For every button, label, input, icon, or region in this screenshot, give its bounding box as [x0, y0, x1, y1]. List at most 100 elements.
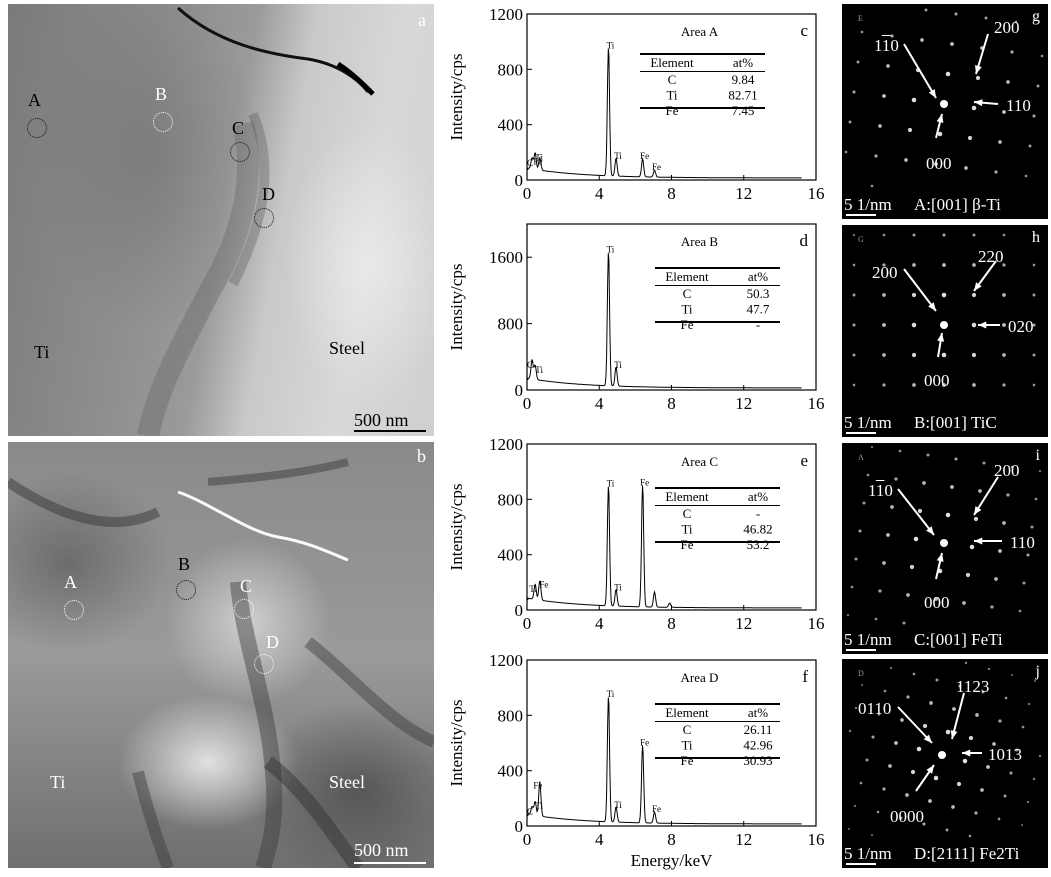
- area-label-c: C: [232, 118, 245, 138]
- chart-f-panel-letter: f: [802, 667, 808, 686]
- chart-d-y-tick-label-2: 1600: [489, 248, 523, 267]
- diffraction-spot: [962, 758, 968, 764]
- chart-e-table-cell-value-1: 46.82: [743, 522, 772, 537]
- chart-c-y-tick-label-3: 1200: [489, 5, 523, 24]
- diffraction-spot: [941, 292, 947, 298]
- chart-f-table-cell-value-0: 26.11: [744, 722, 773, 737]
- saed-corner-tag: A: [858, 453, 864, 462]
- diffraction-spot: [924, 8, 928, 12]
- diffraction-spot: [1010, 50, 1014, 54]
- saed-scale-bar: [846, 649, 876, 651]
- chart-f-y-tick-label-1: 400: [498, 762, 524, 781]
- chart-f-peak-label-4: Ti: [614, 800, 622, 810]
- diffraction-spot: [912, 233, 916, 237]
- diffraction-spot: [965, 572, 971, 578]
- chart-c-x-tick-label-4: 16: [808, 184, 825, 203]
- diffraction-spot: [942, 263, 946, 267]
- diffraction-spot: [997, 817, 1001, 821]
- diffraction-spot: [969, 544, 975, 550]
- diffraction-spot: [986, 765, 990, 769]
- diffraction-spot: [882, 233, 886, 237]
- saed-corner-tag: E: [858, 14, 863, 23]
- tem-b-features: [8, 458, 434, 868]
- index-arrowhead-1: [974, 506, 982, 515]
- diffraction-spot: [982, 461, 986, 465]
- chart-f-x-tick-label-2: 8: [667, 830, 676, 849]
- diffraction-spot: [904, 158, 908, 162]
- chart-f-table-cell-value-2: 30.93: [743, 753, 772, 768]
- chart-d-title: Area B: [681, 234, 719, 249]
- area-marker-c: [230, 142, 250, 162]
- diffraction-spot: [848, 729, 852, 733]
- diffraction-spot: [882, 383, 886, 387]
- chart-d-x-tick-label-2: 8: [667, 394, 676, 413]
- saed-spots-h: [852, 233, 1036, 387]
- diffraction-spot: [1002, 323, 1006, 327]
- diffraction-spot: [911, 352, 917, 358]
- miller-index-label-3: 000: [926, 154, 952, 173]
- chart-f-peak-label-2: Fe: [533, 780, 542, 790]
- diffraction-spot: [883, 689, 887, 693]
- diffraction-spot: [906, 593, 910, 597]
- diffraction-spot: [1040, 54, 1044, 58]
- area-marker-d: [254, 654, 274, 674]
- miller-index-label-2: 110: [1010, 533, 1035, 552]
- index-arrowhead-1: [975, 65, 982, 74]
- saed-caption: C:[001] FeTi: [914, 630, 1003, 649]
- chart-d-table-header-element: Element: [665, 269, 709, 284]
- diffraction-spot: [922, 723, 928, 729]
- diffraction-spot: [874, 154, 878, 158]
- index-arrow-0: [903, 43, 937, 99]
- diffraction-spot: [1034, 680, 1036, 682]
- area-marker-c: [234, 599, 254, 619]
- diffraction-spot: [882, 787, 886, 791]
- diffraction-spot: [950, 42, 954, 46]
- diffraction-spot: [882, 561, 886, 565]
- diffraction-spot: [920, 38, 924, 42]
- diffraction-spot: [975, 713, 979, 717]
- panel-letter-b: b: [417, 446, 426, 466]
- miller-index-label-1: 220: [978, 247, 1004, 266]
- diffraction-spot: [882, 94, 886, 98]
- diffraction-spot: [1032, 233, 1036, 237]
- diffraction-spot: [954, 457, 958, 461]
- chart-f-y-tick-label-0: 0: [515, 817, 524, 836]
- chart-f-table-header-element: Element: [665, 705, 709, 720]
- index-arrow-0: [903, 268, 937, 312]
- saed-spots-g: [844, 8, 1044, 188]
- tem-image-b: b A B C D Ti Steel 500 nm: [8, 442, 434, 868]
- saed-caption: A:[001] β-Ti: [914, 195, 1001, 214]
- diffraction-spot: [860, 683, 864, 687]
- chart-c-title: Area A: [681, 24, 719, 39]
- index-arrowhead-2: [978, 321, 987, 329]
- diffraction-spot: [902, 621, 906, 625]
- area-marker-b: [153, 112, 173, 132]
- panel-letter-i: i: [1035, 447, 1040, 464]
- diffraction-spot: [894, 477, 898, 481]
- miller-index-label-0: 110: [868, 481, 893, 500]
- chart-d-y-axis-label: Intensity/cps: [447, 264, 466, 351]
- region-label-steel: Steel: [329, 772, 365, 792]
- chart-d-x-tick-label-0: 0: [523, 394, 532, 413]
- diffraction-spot: [1021, 725, 1025, 729]
- diffraction-spot: [1004, 696, 1008, 700]
- chart-f-x-tick-label-3: 12: [735, 830, 752, 849]
- chart-e-peak-label-0: Ti: [529, 584, 537, 594]
- saed-scale-bar: [846, 214, 876, 216]
- diffraction-spot: [1002, 353, 1006, 357]
- diffraction-spot: [974, 811, 978, 815]
- diffraction-spot: [981, 690, 985, 694]
- chart-c-y-axis-label: Intensity/cps: [447, 54, 466, 141]
- chart-d-peak-label-1: Ti: [535, 365, 543, 375]
- index-arrowhead-2: [962, 749, 971, 757]
- chart-e-peak-label-3: Ti: [614, 582, 622, 592]
- chart-d-peak-label-3: Ti: [614, 360, 622, 370]
- chart-d-frame: [526, 223, 817, 391]
- diffraction-spot: [860, 30, 864, 34]
- diffraction-spot: [906, 695, 910, 699]
- miller-index-label-0: 110: [874, 36, 899, 55]
- diffraction-spot: [956, 781, 962, 787]
- diffraction-spot: [876, 810, 880, 814]
- diffraction-spot: [998, 140, 1002, 144]
- diffraction-spot: [844, 150, 848, 154]
